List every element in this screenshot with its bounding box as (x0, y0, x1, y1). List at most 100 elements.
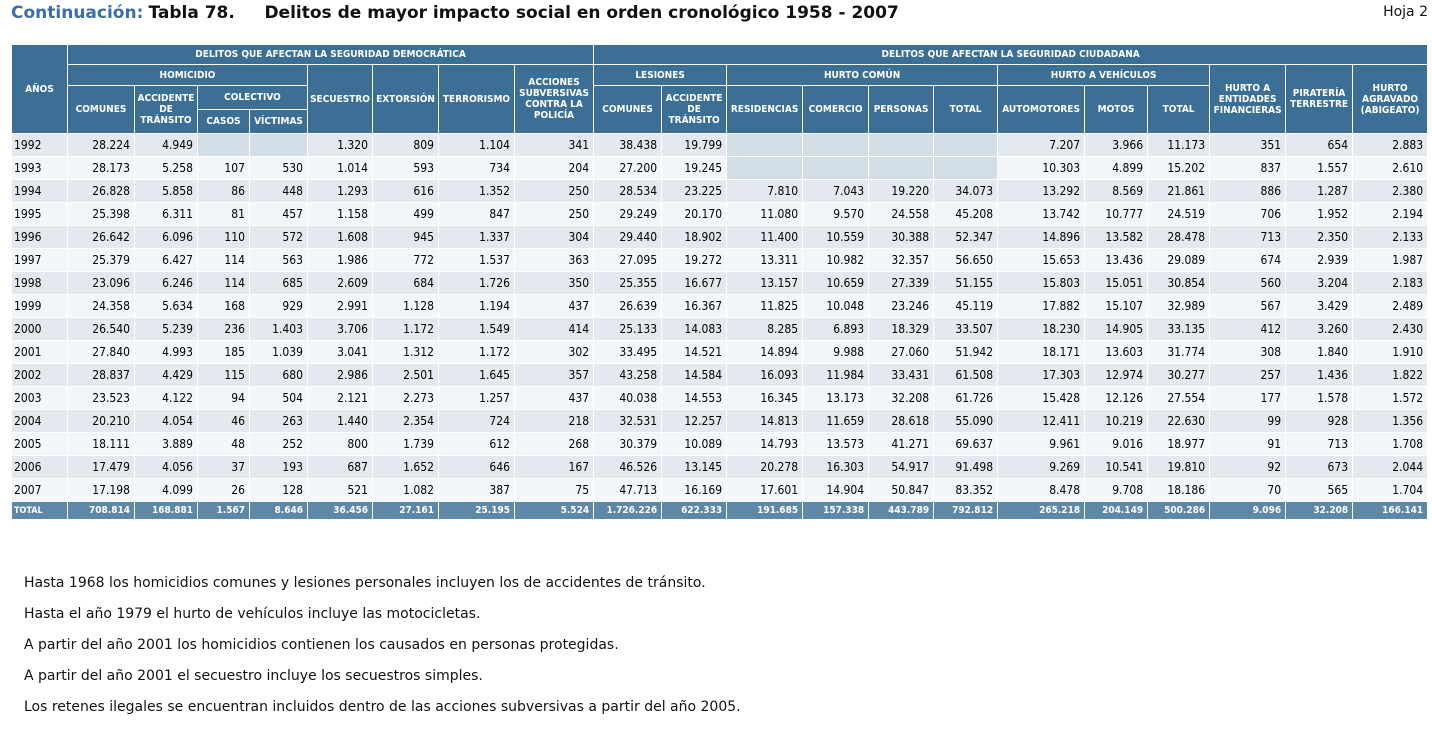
value-cell: 17.882 (997, 294, 1086, 318)
value-cell: 15.653 (997, 248, 1086, 272)
header-automotores: AUTOMOTORES (997, 85, 1086, 134)
value-cell: 1.039 (249, 340, 308, 364)
value-cell: 26.828 (67, 179, 135, 203)
total-cell: 708.814 (67, 501, 135, 520)
year-cell: 1994 (11, 179, 68, 203)
value-cell: 1.952 (1285, 202, 1354, 226)
header-secuestro: SECUESTRO (307, 64, 373, 134)
value-cell: 12.974 (1084, 363, 1149, 387)
value-cell: 32.989 (1147, 294, 1211, 318)
value-cell: 54.917 (868, 455, 935, 479)
value-cell: 2.273 (372, 386, 439, 410)
value-cell: 1.436 (1285, 363, 1354, 387)
value-cell: 387 (438, 478, 515, 502)
value-cell: 26.540 (67, 317, 135, 341)
value-cell: 13.157 (726, 271, 804, 295)
total-row: TOTAL 708.814 168.881 1.567 8.646 36.456 27.16… (11, 501, 1429, 520)
value-cell: 12.257 (661, 409, 728, 433)
value-cell: 263 (249, 409, 308, 433)
value-cell: 341 (513, 133, 595, 157)
value-cell: 52.347 (933, 225, 999, 249)
table-row: 2007 17.198 4.099 26 128 521 1.082 387 75 47.713 1… (11, 478, 1429, 502)
table-row: 2001 27.840 4.993 185 1.039 3.041 1.312 1.172 30… (11, 340, 1429, 364)
header-hurto-vehiculos: HURTO A VEHÍCULOS (997, 64, 1211, 86)
value-cell: 48 (197, 432, 250, 456)
value-cell: 33.495 (593, 340, 663, 364)
value-cell: 457 (249, 202, 308, 226)
value-cell: 9.708 (1084, 478, 1149, 502)
value-cell: 12.126 (1084, 386, 1149, 410)
value-cell: 4.993 (134, 340, 198, 364)
value-cell: 5.239 (134, 317, 198, 341)
value-cell: 204 (513, 156, 595, 180)
value-cell: 1.014 (307, 156, 373, 180)
value-cell: 114 (197, 271, 250, 295)
value-cell: 6.246 (134, 271, 198, 295)
value-cell: 14.553 (661, 386, 728, 410)
value-cell: 8.478 (997, 478, 1086, 502)
total-cell: 792.812 (933, 501, 999, 520)
value-cell: 16.169 (661, 478, 728, 502)
value-cell: 713 (1209, 225, 1287, 249)
value-cell: 20.210 (67, 409, 135, 433)
header-homicidio-accidente: ACCIDENTE DE TRÁNSITO (134, 85, 198, 134)
year-cell: 1992 (11, 133, 68, 157)
value-cell: 2.380 (1352, 179, 1429, 203)
year-cell: 2007 (11, 478, 68, 502)
value-cell: 27.840 (67, 340, 135, 364)
value-cell: 565 (1285, 478, 1354, 502)
value-cell: 28.837 (67, 363, 135, 387)
value-cell: 2.430 (1352, 317, 1429, 341)
table-row: 2006 17.479 4.056 37 193 687 1.652 646 167 46.526… (11, 455, 1429, 479)
value-cell: 4.949 (134, 133, 198, 157)
value-cell: 2.991 (307, 294, 373, 318)
year-cell: 2005 (11, 432, 68, 456)
value-cell: 800 (307, 432, 373, 456)
value-cell: 2.354 (372, 409, 439, 433)
value-cell: 16.093 (726, 363, 804, 387)
value-cell: 1.337 (438, 225, 515, 249)
value-cell: 51.155 (933, 271, 999, 295)
table-row: 1992 28.224 4.949 1.320 809 1.104 341 38.438 19.… (11, 133, 1429, 157)
value-cell: 8.569 (1084, 179, 1149, 203)
value-cell: 55.090 (933, 409, 999, 433)
header-hurto-comun: HURTO COMÚN (726, 64, 999, 86)
value-cell: 945 (372, 225, 439, 249)
value-cell: 28.618 (868, 409, 935, 433)
value-cell: 412 (1209, 317, 1287, 341)
year-cell: 2002 (11, 363, 68, 387)
value-cell: 26.642 (67, 225, 135, 249)
value-cell: 684 (372, 271, 439, 295)
value-cell: 772 (372, 248, 439, 272)
value-cell: 1.708 (1352, 432, 1429, 456)
value-cell: 40.038 (593, 386, 663, 410)
header-homicidio: HOMICIDIO (67, 64, 308, 86)
value-cell: 3.706 (307, 317, 373, 341)
value-cell: 168 (197, 294, 250, 318)
footnote: Los retenes ilegales se encuentran inclu… (24, 699, 741, 715)
value-cell: 1.128 (372, 294, 439, 318)
value-cell: 928 (1285, 409, 1354, 433)
value-cell: 837 (1209, 156, 1287, 180)
total-cell: 27.161 (372, 501, 439, 520)
value-cell (868, 133, 935, 157)
value-cell: 24.519 (1147, 202, 1211, 226)
header-anos: AÑOS (11, 44, 68, 134)
value-cell (933, 156, 999, 180)
value-cell: 563 (249, 248, 308, 272)
value-cell: 34.073 (933, 179, 999, 203)
total-cell: 1.567 (197, 501, 250, 520)
value-cell: 19.272 (661, 248, 728, 272)
total-cell: 25.195 (438, 501, 515, 520)
table-row: 1994 26.828 5.858 86 448 1.293 616 1.352 250 28.5… (11, 179, 1429, 203)
value-cell: 1.704 (1352, 478, 1429, 502)
value-cell: 5.634 (134, 294, 198, 318)
value-cell: 18.111 (67, 432, 135, 456)
value-cell: 1.257 (438, 386, 515, 410)
value-cell: 28.534 (593, 179, 663, 203)
value-cell: 10.982 (802, 248, 870, 272)
value-cell: 75 (513, 478, 595, 502)
value-cell: 99 (1209, 409, 1287, 433)
value-cell: 94 (197, 386, 250, 410)
value-cell: 1.082 (372, 478, 439, 502)
